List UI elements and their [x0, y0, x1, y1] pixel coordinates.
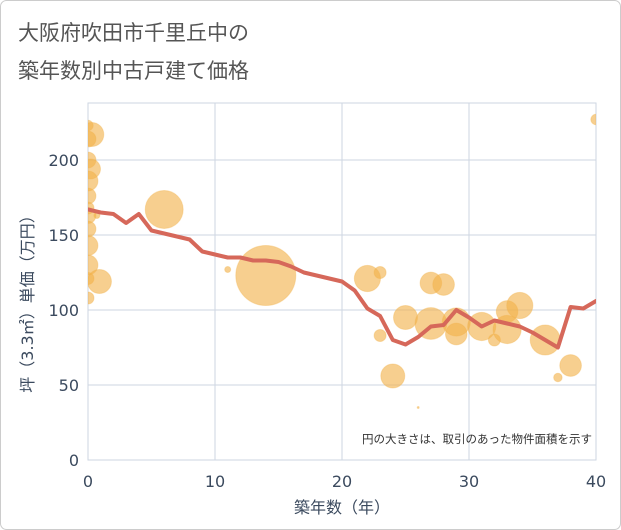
y-tick-label: 150 [48, 226, 79, 245]
bubble-point [380, 363, 406, 389]
bubble-point [88, 220, 97, 238]
bubble-point [373, 329, 387, 342]
bubble-point [88, 187, 97, 205]
bubble-point [88, 269, 112, 294]
x-tick-label: 0 [83, 472, 93, 491]
x-tick-label: 30 [459, 472, 479, 491]
y-tick-label: 50 [59, 376, 79, 395]
bubble-point [88, 235, 99, 256]
bubble-point [88, 291, 95, 305]
bubble-point [506, 291, 534, 320]
bubble-point [88, 130, 97, 148]
bubble-point [393, 305, 418, 330]
bubble-point [416, 406, 420, 409]
bubble-size-note: 円の大きさは、取引のあった物件面積を示す [362, 432, 592, 446]
bubble-point [144, 190, 184, 229]
chart-title-line-1: 大阪府吹田市千里丘中の [18, 21, 249, 45]
y-axis-ticks: 0 50 100 150 200 [48, 151, 79, 470]
x-axis-ticks: 0 10 20 30 40 [83, 472, 606, 491]
bubble-point [432, 273, 455, 296]
y-axis-label: 坪（3.3㎡）単価（万円） [18, 207, 37, 392]
bubble-point [88, 170, 99, 192]
y-tick-label: 200 [48, 151, 79, 170]
x-tick-label: 40 [586, 472, 606, 491]
bubble-point [373, 266, 387, 279]
bubble-point [224, 266, 232, 273]
bubble-point [559, 354, 582, 377]
x-tick-label: 20 [332, 472, 352, 491]
line-series [88, 207, 596, 350]
x-axis-label: 築年数（年） [294, 498, 390, 517]
bubble-point [553, 372, 563, 383]
bubble-point [353, 264, 381, 293]
x-tick-label: 10 [205, 472, 225, 491]
bubble-point [444, 322, 468, 346]
chart-title-line-2: 築年数別中古戸建て価格 [18, 59, 249, 83]
bubble-point [235, 245, 297, 306]
y-tick-label: 100 [48, 301, 79, 320]
y-tick-label: 0 [69, 451, 79, 470]
bubble-point [88, 254, 99, 276]
bubble-point [590, 113, 596, 126]
